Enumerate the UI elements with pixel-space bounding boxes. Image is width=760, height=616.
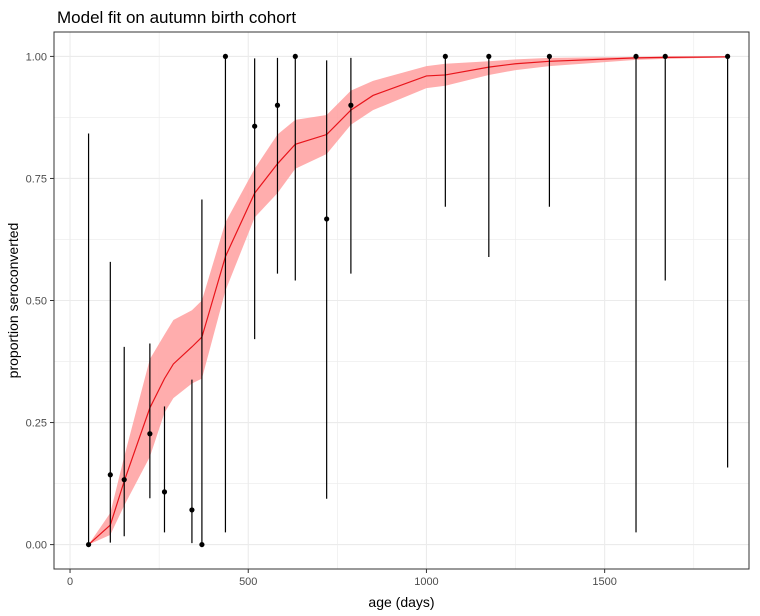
y-tick-labels: 0.00 0.25 0.50 0.75 1.00: [26, 51, 47, 551]
chart-title: Model fit on autumn birth cohort: [57, 8, 296, 27]
y-axis-label: proportion seroconverted: [5, 223, 21, 379]
data-point: [161, 489, 168, 495]
data-point: [324, 216, 330, 222]
data-point: [442, 53, 448, 60]
data-point: [486, 53, 492, 60]
data-point: [121, 477, 127, 483]
data-point: [633, 53, 639, 60]
data-point: [222, 53, 229, 60]
y-tick-label: 0.50: [26, 296, 47, 308]
data-point: [292, 53, 298, 60]
data-point: [252, 123, 258, 129]
data-point: [85, 541, 92, 548]
data-point: [107, 472, 113, 478]
point-layer: [85, 53, 731, 548]
data-point: [274, 102, 281, 108]
data-point: [662, 53, 668, 60]
x-tick-label: 500: [239, 576, 257, 588]
gridlines: [54, 32, 749, 569]
data-point: [147, 431, 153, 437]
x-tick-label: 1500: [592, 576, 616, 588]
data-point: [189, 507, 195, 513]
data-point: [348, 102, 354, 108]
data-point: [725, 53, 731, 60]
x-axis-label: age (days): [368, 594, 434, 610]
x-tick-label: 0: [67, 576, 73, 588]
y-tick-label: 0.75: [26, 173, 47, 185]
y-tick-label: 0.00: [26, 540, 47, 552]
data-point: [199, 541, 205, 548]
y-tick-label: 0.25: [26, 418, 47, 430]
errorbar-layer: [87, 56, 729, 545]
x-tick-labels: 0 500 1000 1500: [67, 576, 617, 588]
data-point: [546, 53, 553, 60]
axis-ticks: [50, 55, 606, 573]
x-tick-label: 1000: [414, 576, 438, 588]
ribbon-layer: [88, 56, 728, 545]
confidence-ribbon: [88, 56, 728, 545]
y-tick-label: 1.00: [26, 51, 47, 63]
